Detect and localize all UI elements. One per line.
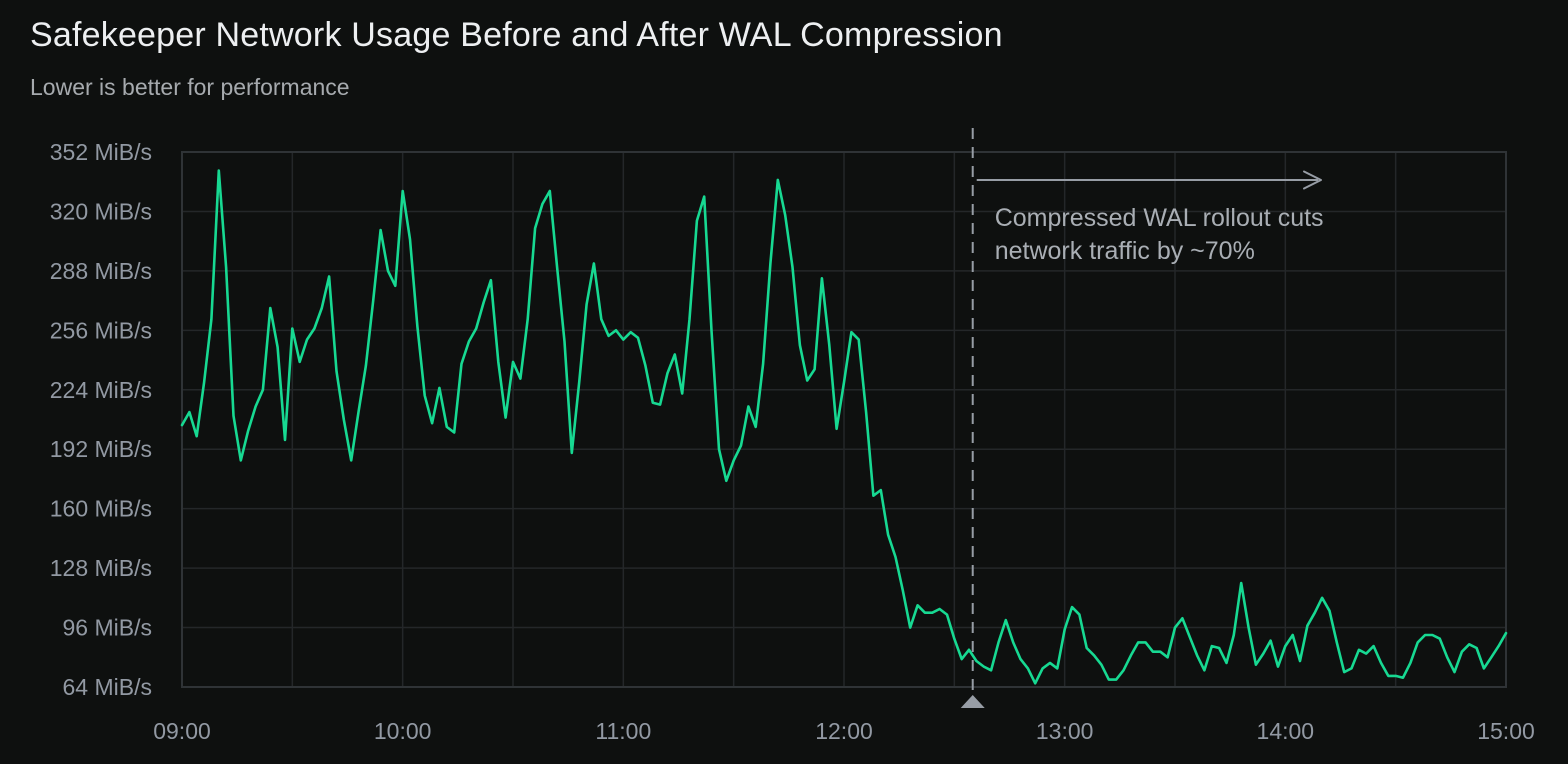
x-axis-tick-label: 15:00 [1477, 718, 1535, 744]
rollout-marker-triangle-icon [960, 695, 985, 708]
y-axis-tick-label: 128 MiB/s [50, 555, 152, 581]
y-axis-tick-label: 96 MiB/s [63, 615, 152, 641]
x-axis-tick-label: 10:00 [374, 718, 432, 744]
x-axis-tick-label: 11:00 [595, 718, 651, 744]
y-axis-tick-label: 160 MiB/s [50, 496, 152, 522]
usage-line-series [180, 169, 1508, 685]
y-axis-tick-label: 224 MiB/s [50, 377, 152, 403]
x-axis-tick-label: 12:00 [815, 718, 873, 744]
x-axis-tick-label: 09:00 [153, 718, 211, 744]
x-axis-tick-label: 13:00 [1036, 718, 1094, 744]
y-axis-tick-label: 288 MiB/s [50, 258, 152, 284]
chart-title: Safekeeper Network Usage Before and Afte… [30, 16, 1003, 54]
plot-border [181, 151, 1507, 688]
y-axis-tick-label: 256 MiB/s [50, 317, 152, 343]
chart-subtitle: Lower is better for performance [30, 74, 350, 100]
y-axis-tick-label: 192 MiB/s [50, 436, 152, 462]
rollout-annotation-line1: Compressed WAL rollout cuts [995, 204, 1324, 232]
rollout-arrow-head-icon [1303, 170, 1322, 190]
y-axis-tick-label: 352 MiB/s [50, 139, 152, 165]
y-axis-tick-label: 320 MiB/s [50, 198, 152, 224]
rollout-annotation-line2: network traffic by ~70% [995, 237, 1255, 265]
x-axis-tick-label: 14:00 [1257, 718, 1315, 744]
y-axis-tick-label: 64 MiB/s [63, 674, 152, 700]
